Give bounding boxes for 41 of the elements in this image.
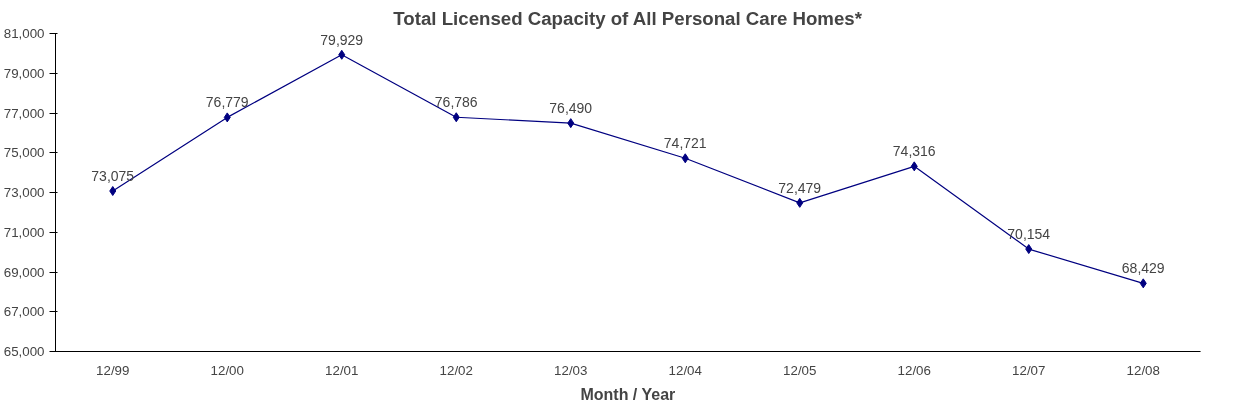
data-label: 70,154 (1007, 226, 1051, 243)
data-label: 76,779 (205, 94, 249, 111)
data-label: 74,721 (663, 135, 707, 152)
x-tick-label: 12/99 (96, 362, 130, 378)
point (109, 186, 117, 197)
y-tick-label: 71,000 (3, 224, 45, 240)
point (796, 197, 804, 208)
data-label: 72,479 (778, 179, 822, 196)
x-tick-label: 12/07 (1012, 362, 1046, 378)
y-tick-label: 67,000 (3, 304, 45, 320)
x-tick-label: 12/04 (668, 362, 703, 378)
point (452, 112, 460, 123)
point (223, 112, 231, 123)
x-axis-title: Month / Year (580, 385, 676, 403)
x-tick-label: 12/01 (325, 362, 359, 378)
data-label: 73,075 (91, 168, 135, 185)
point (1025, 244, 1033, 255)
x-tick-label: 12/08 (1126, 362, 1160, 378)
x-tick-label: 12/00 (210, 362, 244, 378)
data-label: 74,316 (892, 143, 936, 160)
y-tick-label: 79,000 (3, 65, 45, 81)
data-label: 68,429 (1121, 260, 1165, 277)
x-tick-label: 12/02 (439, 362, 473, 378)
point (1139, 278, 1147, 289)
chart-title: Total Licensed Capacity of All Personal Care Homes* (393, 7, 863, 29)
point (567, 118, 575, 129)
x-tick-label: 12/05 (783, 362, 817, 378)
point (910, 161, 918, 172)
data-label: 76,490 (549, 100, 593, 117)
data-label: 79,929 (320, 31, 364, 48)
y-tick-label: 81,000 (3, 26, 45, 41)
y-tick-label: 77,000 (3, 105, 45, 121)
y-tick-label: 73,000 (3, 185, 45, 200)
y-tick-label: 75,000 (3, 145, 45, 161)
y-tick-label: 65,000 (3, 344, 45, 359)
x-tick-label: 12/06 (897, 362, 931, 378)
point (338, 49, 346, 60)
point (681, 153, 689, 164)
x-tick-label: 12/03 (554, 362, 588, 378)
data-label: 76,786 (434, 94, 478, 111)
y-tick-label: 69,000 (3, 264, 45, 280)
